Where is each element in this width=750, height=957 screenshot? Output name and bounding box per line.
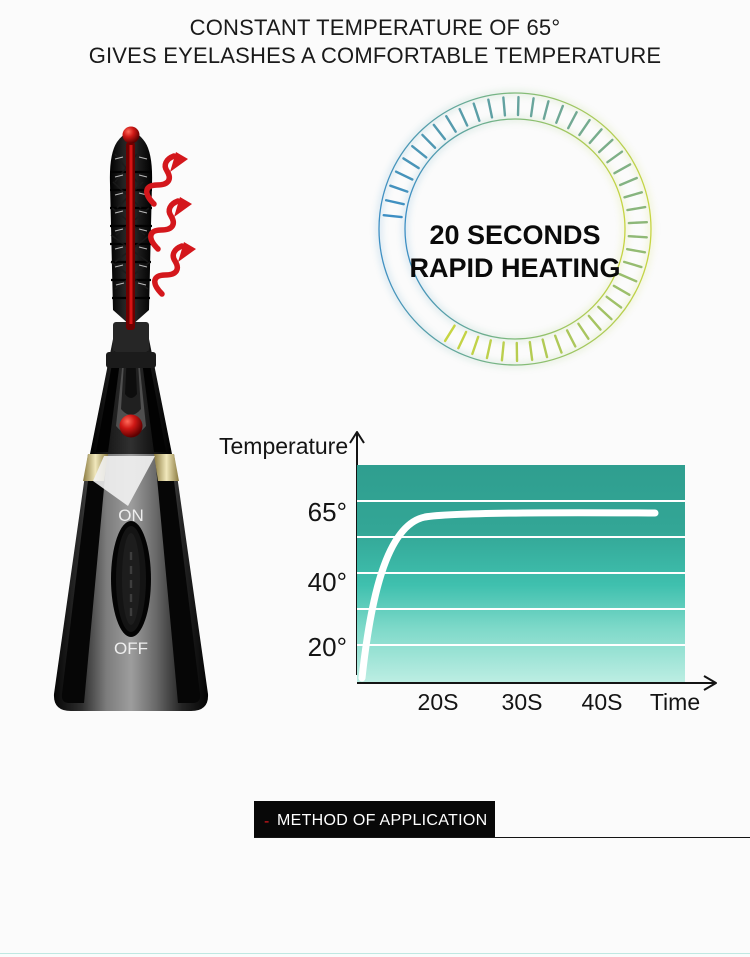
svg-text:20 SECONDS: 20 SECONDS bbox=[429, 220, 600, 250]
svg-text:20°: 20° bbox=[308, 632, 347, 662]
svg-text:40°: 40° bbox=[308, 567, 347, 597]
svg-text:40S: 40S bbox=[582, 689, 623, 715]
svg-text:20S: 20S bbox=[418, 689, 459, 715]
svg-text:Time: Time bbox=[650, 689, 700, 715]
svg-text:ON: ON bbox=[118, 506, 144, 525]
svg-text:OFF: OFF bbox=[114, 639, 148, 658]
svg-text:30S: 30S bbox=[502, 689, 543, 715]
svg-text:RAPID HEATING: RAPID HEATING bbox=[409, 253, 620, 283]
svg-text:65°: 65° bbox=[308, 497, 347, 527]
